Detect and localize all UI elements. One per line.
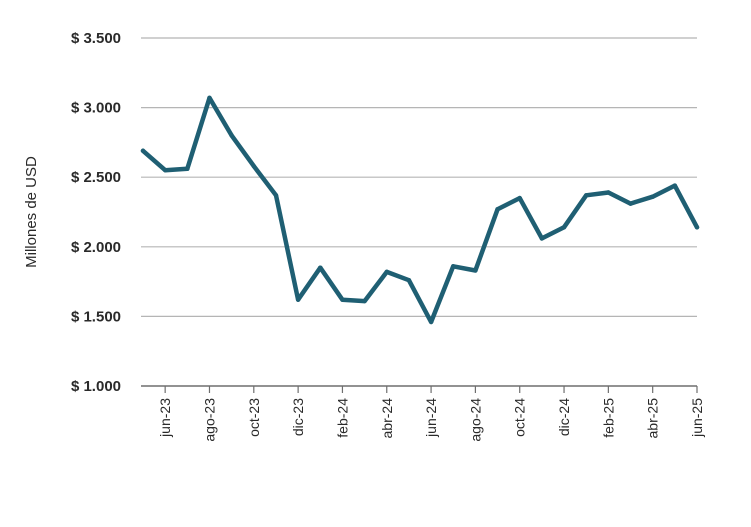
data-point — [650, 194, 655, 199]
x-tick-label: abr-25 — [645, 398, 661, 439]
y-tick-label: $ 2.500 — [71, 169, 121, 186]
data-point — [273, 193, 279, 198]
y-tick-label: $ 3.500 — [71, 30, 121, 47]
y-tick-label: $ 2.000 — [71, 239, 121, 256]
x-tick-label: oct-24 — [512, 398, 528, 437]
x-tick-label: dic-23 — [290, 398, 306, 436]
data-point — [362, 298, 367, 304]
data-point — [517, 195, 522, 201]
x-tick-label: feb-24 — [334, 398, 350, 438]
x-tick-label: dic-24 — [556, 398, 572, 436]
data-point — [694, 225, 700, 230]
x-axis-ticks: jun-23 ago-23 oct-23 dic-23 feb-24 abr-24 jun-… — [157, 386, 705, 442]
y-tick-label: $ 1.000 — [71, 378, 121, 395]
y-tick-label: $ 1.500 — [71, 308, 121, 325]
series-line — [140, 95, 700, 325]
data-point — [140, 148, 146, 153]
data-point — [428, 319, 434, 325]
data-point — [384, 269, 389, 275]
data-point — [473, 268, 478, 273]
data-point — [185, 166, 190, 172]
series-layer — [140, 95, 700, 325]
data-point — [162, 168, 168, 173]
data-point — [251, 163, 256, 169]
data-point — [495, 207, 500, 212]
x-tick-label: ago-23 — [201, 398, 217, 442]
x-tick-label: oct-23 — [246, 398, 262, 437]
data-point — [628, 201, 633, 206]
data-point — [539, 236, 545, 241]
y-axis-ticks: $ 1.000 $ 1.500 $ 2.000 $ 2.500 $ 3.000 $ 3.5… — [71, 30, 121, 395]
x-tick-label: jun-23 — [157, 398, 173, 438]
x-tick-label: jun-25 — [689, 398, 705, 438]
data-point — [295, 297, 301, 302]
data-point — [406, 278, 412, 283]
data-point — [672, 183, 678, 188]
data-point — [561, 225, 567, 230]
y-tick-label: $ 3.000 — [71, 100, 121, 117]
data-point — [340, 297, 345, 302]
x-tick-label: feb-25 — [600, 398, 616, 438]
data-point — [207, 95, 212, 101]
data-point — [606, 190, 611, 195]
x-tick-label: abr-24 — [379, 398, 395, 439]
x-tick-label: ago-24 — [467, 398, 483, 442]
data-point — [451, 264, 456, 269]
y-axis-label: Millones de USD — [23, 156, 40, 268]
grid-lines — [141, 37, 697, 387]
data-point — [229, 133, 234, 138]
x-tick-label: jun-24 — [423, 398, 439, 438]
data-point — [584, 193, 589, 198]
data-point — [318, 265, 323, 270]
